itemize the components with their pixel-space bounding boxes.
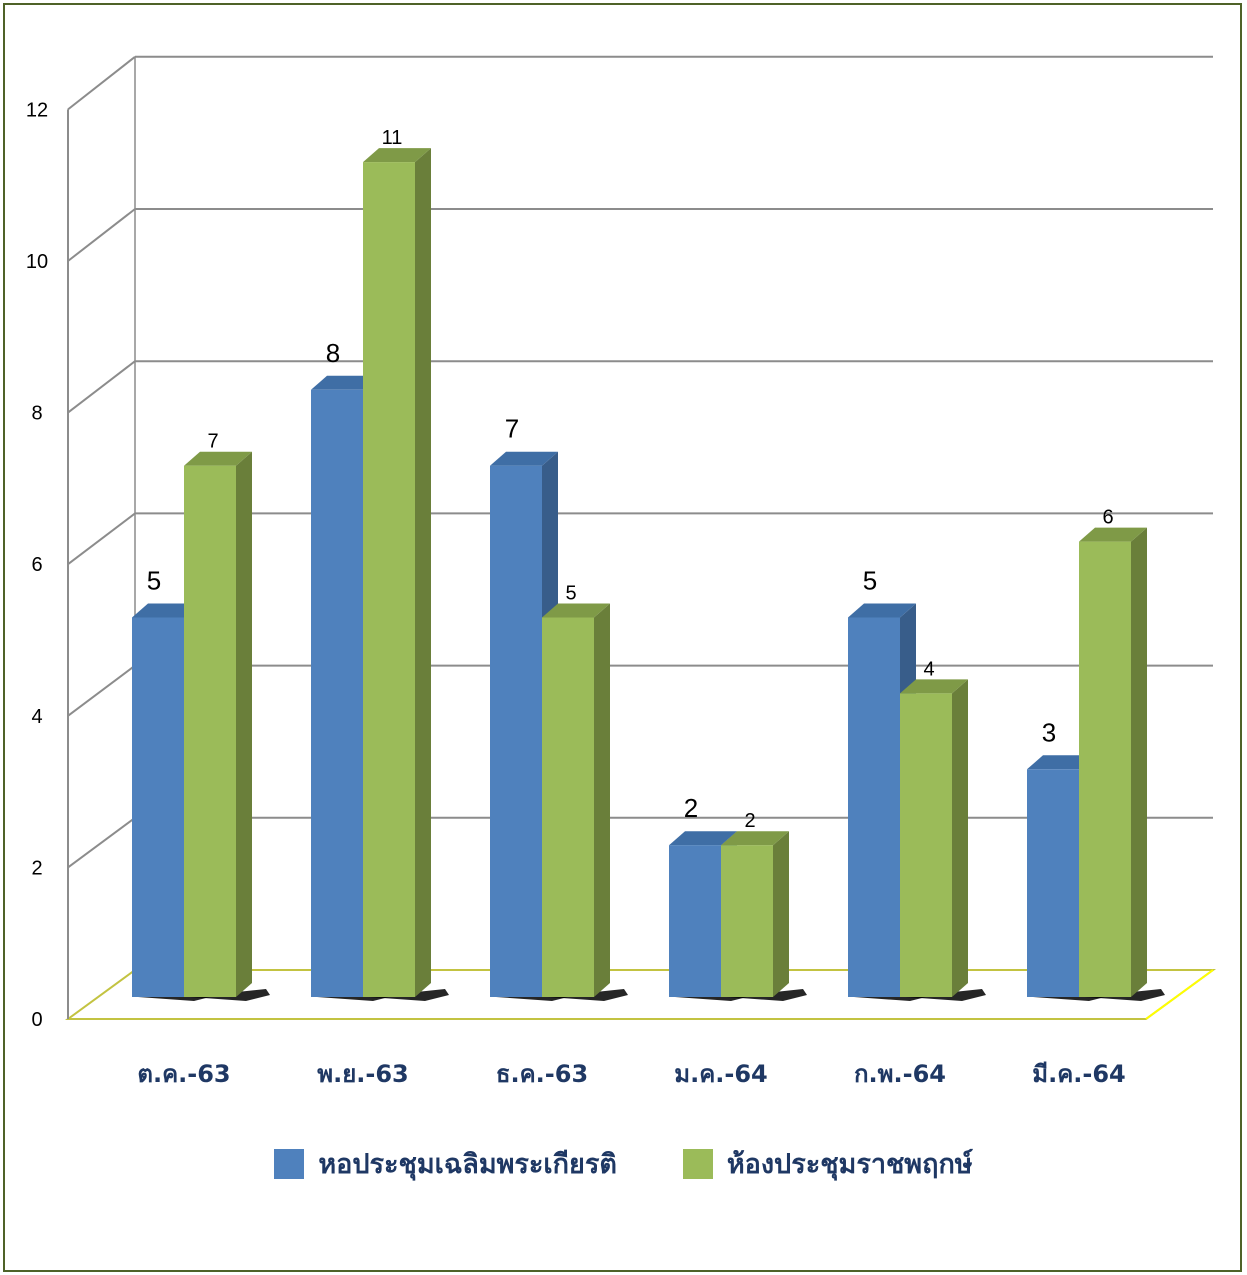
x-tick-label: มี.ค.-64	[1032, 1060, 1125, 1088]
x-tick-label: ก.พ.-64	[854, 1060, 946, 1088]
bar	[311, 389, 363, 997]
gridline-side	[67, 56, 136, 111]
legend-swatch-series-2	[682, 1148, 713, 1179]
bar-side	[952, 679, 968, 997]
bar-top	[1079, 527, 1147, 542]
data-label: 11	[382, 127, 403, 149]
floor-edge	[1145, 969, 1214, 1020]
bar-top	[132, 603, 200, 618]
data-label: 5	[565, 583, 576, 605]
bar	[721, 845, 773, 997]
gridline-side	[67, 360, 136, 414]
bar	[132, 617, 184, 997]
data-label: 8	[326, 338, 340, 368]
bar	[1079, 541, 1131, 997]
x-axis-categories: ต.ค.-63 พ.ย.-63 ธ.ค.-63 ม.ค.-64 ก.พ.-64 มี.ค.…	[137, 1060, 1125, 1088]
bar-top	[490, 451, 558, 466]
bar-layer	[132, 148, 1165, 1001]
y-tick-label: 0	[31, 1009, 42, 1031]
bar-side	[594, 603, 610, 997]
bar	[490, 465, 542, 997]
y-tick-label: 2	[31, 857, 42, 879]
gridline-side	[67, 512, 136, 565]
bar-side	[236, 451, 252, 997]
data-label: 2	[744, 810, 755, 832]
data-label: 7	[505, 414, 519, 444]
bar-top	[363, 148, 431, 163]
data-label: 2	[684, 793, 698, 823]
legend-item-series-1: หอประชุมเฉลิมพระเกียรติ	[274, 1142, 617, 1185]
bar	[363, 162, 415, 998]
gridline-side	[67, 208, 136, 262]
bar	[900, 693, 952, 997]
legend: หอประชุมเฉลิมพระเกียรติ ห้องประชุมราชพฤก…	[0, 1142, 1247, 1185]
bar-top	[1027, 755, 1095, 770]
bar-side	[415, 148, 431, 998]
y-tick-label: 10	[26, 251, 48, 273]
bar-side	[1131, 527, 1147, 997]
x-tick-label: ธ.ค.-63	[496, 1060, 588, 1088]
data-labels: 5 7 8 11 7 5 2 2 5 4 3 6	[147, 127, 1114, 832]
bar-top	[542, 603, 610, 618]
data-label: 3	[1042, 717, 1056, 747]
bar-top	[184, 451, 252, 466]
x-tick-label: ต.ค.-63	[137, 1060, 230, 1088]
bar	[669, 845, 721, 997]
x-tick-label: ม.ค.-64	[674, 1060, 767, 1088]
bar-top	[669, 831, 737, 846]
data-label: 5	[863, 566, 877, 596]
legend-swatch-series-1	[274, 1148, 305, 1179]
gridline-side	[67, 664, 136, 717]
legend-label-series-2: ห้องประชุมราชพฤกษ์	[726, 1149, 973, 1180]
bar-side	[773, 831, 789, 997]
bar-top	[900, 679, 968, 694]
bar-top	[311, 375, 379, 390]
bar	[848, 617, 900, 997]
bar-top	[848, 603, 916, 618]
data-label: 6	[1102, 507, 1113, 529]
y-tick-label: 8	[31, 403, 42, 425]
bar-top	[721, 831, 789, 846]
gridline-side	[67, 816, 136, 869]
legend-label-series-1: หอประชุมเฉลิมพระเกียรติ	[318, 1149, 617, 1180]
bar	[1027, 769, 1079, 997]
y-tick-label: 4	[31, 706, 42, 728]
x-tick-label: พ.ย.-63	[317, 1060, 408, 1088]
bar	[184, 465, 236, 997]
y-tick-label: 12	[26, 99, 48, 121]
data-label: 5	[147, 566, 161, 596]
y-tick-label: 6	[31, 554, 42, 576]
data-label: 7	[207, 431, 218, 453]
data-label: 4	[923, 658, 934, 680]
legend-item-series-2: ห้องประชุมราชพฤกษ์	[682, 1142, 973, 1185]
bar	[542, 617, 594, 997]
y-axis-ticks: 0 2 4 6 8 10 12	[26, 99, 48, 1031]
